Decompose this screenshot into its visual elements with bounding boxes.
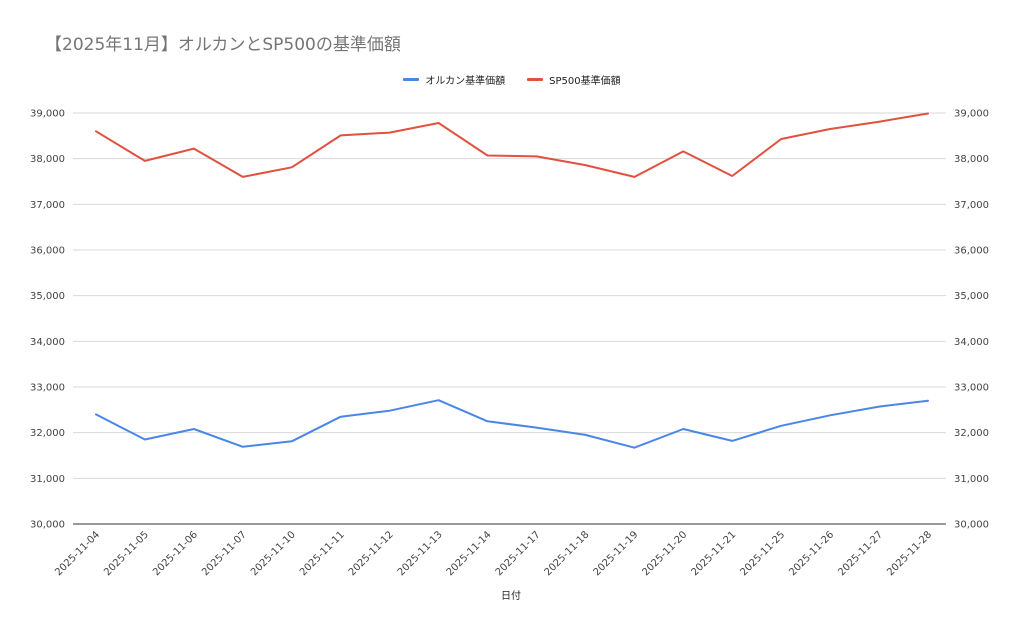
data-point-0[interactable] bbox=[730, 438, 735, 443]
data-point-1[interactable] bbox=[730, 174, 735, 179]
data-point-0[interactable] bbox=[926, 398, 931, 403]
y-axis-left: 30,000 31,000 32,000 33,000 34,000 35,000 36,0… bbox=[30, 109, 65, 531]
data-point-0[interactable] bbox=[338, 414, 343, 419]
y-tick-label-right: 37,000 bbox=[954, 200, 989, 211]
x-tick-label: 2025-11-05 bbox=[102, 529, 151, 578]
x-tick-label: 2025-11-27 bbox=[836, 529, 885, 578]
y-tick-label-right: 31,000 bbox=[954, 474, 989, 485]
y-tick-label-left: 33,000 bbox=[30, 383, 65, 394]
y-tick-label-left: 38,000 bbox=[30, 154, 65, 165]
data-point-0[interactable] bbox=[191, 427, 196, 432]
y-tick-label-right: 33,000 bbox=[954, 383, 989, 394]
y-tick-label-right: 39,000 bbox=[954, 109, 989, 120]
x-tick-label: 2025-11-26 bbox=[787, 529, 836, 578]
x-tick-label: 2025-11-17 bbox=[494, 529, 543, 578]
data-point-1[interactable] bbox=[436, 121, 441, 126]
data-point-1[interactable] bbox=[681, 149, 686, 154]
x-tick-label: 2025-11-19 bbox=[592, 529, 641, 578]
data-point-1[interactable] bbox=[387, 130, 392, 135]
data-point-1[interactable] bbox=[877, 119, 882, 124]
x-tick-label: 2025-11-04 bbox=[53, 529, 102, 578]
data-point-1[interactable] bbox=[534, 154, 539, 159]
data-point-1[interactable] bbox=[289, 165, 294, 170]
x-tick-label: 2025-11-14 bbox=[445, 529, 494, 578]
data-point-1[interactable] bbox=[94, 129, 99, 134]
data-point-1[interactable] bbox=[191, 146, 196, 151]
x-axis: 2025-11-04 2025-11-05 2025-11-06 2025-11-07… bbox=[53, 529, 934, 578]
data-point-0[interactable] bbox=[240, 444, 245, 449]
legend-label-orukan: オルカン基準価額 bbox=[425, 76, 506, 87]
y-tick-label-right: 35,000 bbox=[954, 291, 989, 302]
data-point-1[interactable] bbox=[240, 174, 245, 179]
legend-item-sp500[interactable]: SP500基準価額 bbox=[527, 72, 621, 87]
data-point-1[interactable] bbox=[338, 133, 343, 138]
y-tick-label-left: 32,000 bbox=[30, 428, 65, 439]
data-point-1[interactable] bbox=[926, 111, 931, 116]
legend-item-orukan[interactable]: オルカン基準価額 bbox=[403, 72, 505, 87]
y-tick-label-left: 31,000 bbox=[30, 474, 65, 485]
data-point-0[interactable] bbox=[779, 423, 784, 428]
y-axis-right: 30,000 31,000 32,000 33,000 34,000 35,000 36,0… bbox=[954, 109, 989, 531]
y-tick-label-left: 39,000 bbox=[30, 109, 65, 120]
data-point-1[interactable] bbox=[583, 163, 588, 168]
x-tick-label: 2025-11-25 bbox=[738, 529, 787, 578]
x-tick-label: 2025-11-20 bbox=[641, 529, 690, 578]
x-axis-title: 日付 bbox=[501, 589, 521, 602]
x-tick-label: 2025-11-13 bbox=[396, 529, 445, 578]
y-tick-label-right: 34,000 bbox=[954, 337, 989, 348]
data-point-0[interactable] bbox=[583, 432, 588, 437]
series-line-1[interactable] bbox=[95, 112, 929, 178]
legend-swatch-sp500 bbox=[527, 78, 544, 81]
series-line-0[interactable] bbox=[95, 399, 929, 449]
legend-label-sp500: SP500基準価額 bbox=[549, 76, 621, 87]
data-point-1[interactable] bbox=[142, 158, 147, 163]
y-tick-label-left: 34,000 bbox=[30, 337, 65, 348]
data-point-0[interactable] bbox=[289, 439, 294, 444]
data-point-1[interactable] bbox=[485, 153, 490, 158]
data-point-0[interactable] bbox=[632, 445, 637, 450]
series-lines bbox=[94, 111, 931, 450]
x-tick-label: 2025-11-10 bbox=[249, 529, 298, 578]
data-point-1[interactable] bbox=[779, 137, 784, 142]
y-tick-label-right: 32,000 bbox=[954, 428, 989, 439]
x-tick-label: 2025-11-18 bbox=[543, 529, 592, 578]
y-tick-label-left: 35,000 bbox=[30, 291, 65, 302]
x-tick-label: 2025-11-11 bbox=[298, 529, 347, 578]
y-tick-label-left: 30,000 bbox=[30, 520, 65, 531]
data-point-1[interactable] bbox=[632, 174, 637, 179]
legend[interactable]: オルカン基準価額 SP500基準価額 bbox=[0, 72, 1024, 87]
x-tick-label: 2025-11-07 bbox=[200, 529, 249, 578]
chart-title: 【2025年11月】オルカンとSP500の基準価額 bbox=[45, 35, 401, 55]
legend-swatch-orukan bbox=[403, 78, 420, 81]
data-point-0[interactable] bbox=[534, 425, 539, 430]
data-point-0[interactable] bbox=[877, 404, 882, 409]
data-point-0[interactable] bbox=[142, 437, 147, 442]
x-tick-label: 2025-11-21 bbox=[689, 529, 738, 578]
data-point-0[interactable] bbox=[436, 398, 441, 403]
data-point-0[interactable] bbox=[485, 419, 490, 424]
y-tick-label-right: 38,000 bbox=[954, 154, 989, 165]
gridlines bbox=[73, 112, 946, 525]
data-point-0[interactable] bbox=[387, 408, 392, 413]
y-tick-label-left: 37,000 bbox=[30, 200, 65, 211]
x-tick-label: 2025-11-12 bbox=[347, 529, 396, 578]
y-tick-label-right: 30,000 bbox=[954, 520, 989, 531]
data-point-1[interactable] bbox=[828, 126, 833, 131]
y-tick-label-right: 36,000 bbox=[954, 246, 989, 257]
data-point-0[interactable] bbox=[681, 427, 686, 432]
x-tick-label: 2025-11-28 bbox=[885, 529, 934, 578]
data-point-0[interactable] bbox=[828, 413, 833, 418]
y-tick-label-left: 36,000 bbox=[30, 246, 65, 257]
data-point-0[interactable] bbox=[94, 412, 99, 417]
x-tick-label: 2025-11-06 bbox=[151, 529, 200, 578]
